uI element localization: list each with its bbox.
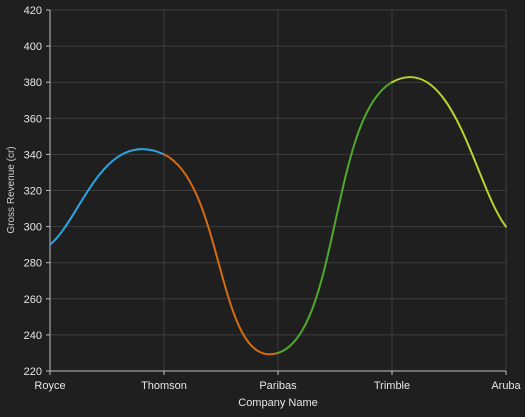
label-layer: Company Name Gross Revenue (cr) <box>6 146 318 409</box>
y-tick-label: 360 <box>24 113 42 125</box>
y-tick-label: 380 <box>24 77 42 89</box>
series-layer <box>49 76 507 356</box>
series-line-segment <box>391 76 507 228</box>
series-line-segment <box>49 148 165 246</box>
series-line-segment <box>277 81 393 354</box>
y-tick-label: 400 <box>24 41 42 53</box>
x-tick-label: Royce <box>34 380 65 392</box>
x-tick-label: Paribas <box>259 380 297 392</box>
x-tick-label: Trimble <box>374 380 410 392</box>
y-tick-label: 340 <box>24 149 42 161</box>
y-tick-label: 260 <box>24 294 42 306</box>
y-tick-label: 300 <box>24 222 42 234</box>
y-tick-label: 220 <box>24 366 42 378</box>
x-tick-label: Aruba <box>491 380 521 392</box>
axis-layer: 220 240 260 280 300 320 340 360 380 400 420 Royce Th… <box>24 5 522 392</box>
y-axis-title: Gross Revenue (cr) <box>6 146 17 233</box>
y-tick-label: 420 <box>24 5 42 17</box>
x-tick-label: Thomson <box>141 380 187 392</box>
x-axis-title: Company Name <box>238 397 317 409</box>
y-tick-label: 280 <box>24 258 42 270</box>
y-tick-label: 240 <box>24 330 42 342</box>
series-line-segment <box>163 153 279 356</box>
y-tick-label: 320 <box>24 186 42 198</box>
grid-layer <box>50 9 507 371</box>
